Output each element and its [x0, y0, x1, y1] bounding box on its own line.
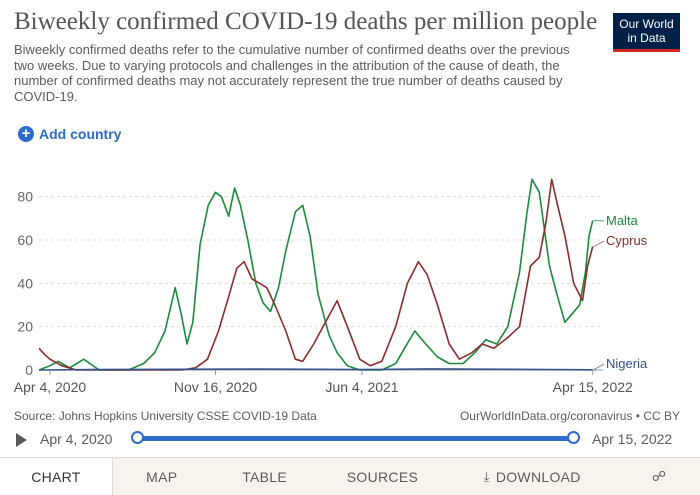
tab-sources[interactable]: SOURCES [319, 458, 447, 495]
play-icon[interactable] [16, 433, 27, 447]
timeline-start-label: Apr 4, 2020 [40, 431, 113, 447]
tab-table-label: TABLE [242, 468, 288, 485]
x-tick-label-3: Apr 15, 2022 [553, 379, 633, 395]
tab-map-label: MAP [146, 468, 178, 485]
license-link[interactable]: OurWorldInData.org/coronavirus • CC BY [459, 409, 680, 423]
gridlines [39, 196, 603, 371]
series-line-nigeria [38, 368, 593, 371]
y-tick-label-4: 80 [17, 189, 33, 205]
share-button[interactable]: ☍ [618, 458, 700, 495]
logo-line-1: Our World [619, 17, 674, 31]
y-tick-label-3: 60 [17, 232, 33, 248]
series-label-connector-nigeria [593, 363, 605, 371]
series-lines [38, 178, 594, 371]
series-line-cyprus [38, 178, 594, 371]
tab-map[interactable]: MAP [113, 458, 211, 495]
timeline: Apr 4, 2020 Apr 15, 2022 [0, 426, 700, 452]
series-label-connector-malta [593, 220, 605, 222]
chart-subtitle: Biweekly confirmed deaths refer to the c… [14, 42, 570, 104]
tab-chart[interactable]: CHART [0, 458, 113, 495]
source-note: Source: Johns Hopkins University CSSE CO… [14, 409, 317, 423]
series-line-malta [38, 178, 594, 371]
series-label-connector-cyprus [593, 240, 605, 247]
y-tick-label-1: 20 [17, 319, 33, 335]
owid-logo[interactable]: Our World in Data [613, 13, 680, 52]
x-tick-label-1: Nov 16, 2020 [174, 379, 257, 395]
tab-download-label: DOWNLOAD [495, 468, 581, 485]
tab-sources-label: SOURCES [346, 468, 419, 485]
tab-chart-label: CHART [31, 468, 81, 485]
timeline-start-handle[interactable] [131, 431, 144, 444]
tab-download[interactable]: ⤓ DOWNLOAD [446, 458, 618, 495]
axes: 0 20 40 60 80 Apr 4, 2020 Nov 16, 2020 Jun 4, 2… [14, 189, 633, 395]
line-chart: Malta Cyprus Nigeria 0 20 40 60 80 Apr 4, 2020 N… [14, 178, 648, 395]
series-label-malta: Malta [606, 213, 639, 228]
x-tick-label-2: Jun 4, 2021 [325, 379, 398, 395]
timeline-end-label: Apr 15, 2022 [592, 431, 673, 447]
series-label-cyprus: Cyprus [606, 233, 648, 248]
add-country-label: Add country [39, 126, 122, 142]
y-tick-label-2: 40 [17, 275, 33, 291]
add-country-button[interactable]: + Add country [18, 126, 121, 142]
series-label-nigeria: Nigeria [606, 356, 648, 371]
y-tick-label-0: 0 [25, 362, 33, 378]
timeline-track[interactable] [138, 436, 574, 441]
tab-table[interactable]: TABLE [211, 458, 319, 495]
series-labels: Malta Cyprus Nigeria [593, 213, 648, 371]
x-tick-label-0: Apr 4, 2020 [14, 379, 87, 395]
download-icon: ⤓ [483, 468, 490, 484]
timeline-end-handle[interactable] [567, 431, 580, 444]
chart-title: Biweekly confirmed COVID-19 deaths per m… [14, 8, 598, 35]
plus-circle-icon: + [18, 126, 34, 142]
tab-bar: CHART MAP TABLE SOURCES ⤓ DOWNLOAD ☍ [0, 457, 700, 495]
share-icon: ☍ [651, 468, 667, 484]
logo-line-2: in Data [627, 31, 666, 45]
